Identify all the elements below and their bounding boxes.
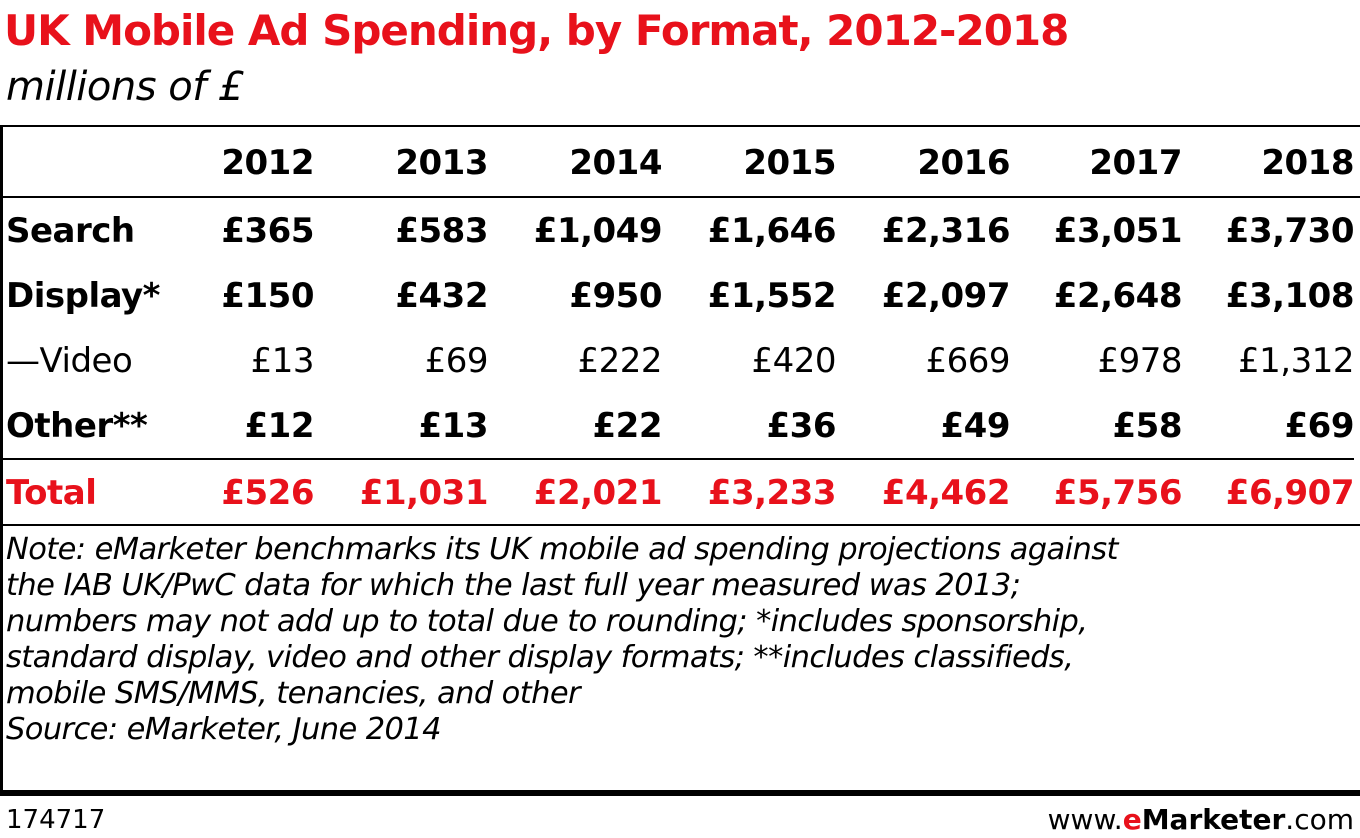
table-cell: £69 bbox=[1284, 405, 1355, 446]
chart-title: UK Mobile Ad Spending, by Format, 2012-2… bbox=[4, 6, 1069, 55]
left-frame-line bbox=[0, 125, 3, 791]
table-cell: £2,648 bbox=[1053, 275, 1183, 316]
table-cell: £3,233 bbox=[662, 458, 837, 525]
table-cell: £13 bbox=[418, 405, 489, 446]
table-cell: £1,049 bbox=[533, 210, 663, 251]
column-header: 2014 bbox=[569, 142, 662, 183]
table-cell: £978 bbox=[1097, 340, 1182, 381]
table-cell: £58 bbox=[1112, 405, 1183, 446]
table-bottom-rule bbox=[0, 524, 1360, 526]
column-header: 2016 bbox=[917, 142, 1010, 183]
table-cell: £3,051 bbox=[1053, 210, 1183, 251]
table-cell: £583 bbox=[395, 210, 488, 251]
brand-name: Marketer bbox=[1141, 803, 1286, 836]
table-cell: £13 bbox=[250, 340, 315, 381]
table-cell: £1,646 bbox=[707, 210, 837, 251]
table-cell: £420 bbox=[751, 340, 836, 381]
header-row: 2012 2013 2014 2015 2016 2017 2018 bbox=[0, 127, 1354, 198]
table-cell: £12 bbox=[244, 405, 315, 446]
chart-id: 174717 bbox=[6, 805, 106, 835]
table-cell: £22 bbox=[592, 405, 663, 446]
table-cell: £3,108 bbox=[1225, 275, 1355, 316]
footnote-line: numbers may not add up to total due to r… bbox=[6, 604, 1088, 639]
row-label: Search bbox=[6, 210, 135, 251]
table-cell: £6,907 bbox=[1182, 458, 1355, 525]
table-row-video: —Video £13 £69 £222 £420 £669 £978 £1,31… bbox=[0, 328, 1355, 393]
table-row-other: Other** £12 £13 £22 £36 £49 £58 £69 bbox=[0, 393, 1355, 459]
table-cell: £222 bbox=[577, 340, 662, 381]
table-cell: £36 bbox=[766, 405, 837, 446]
table-cell: £526 bbox=[180, 458, 315, 525]
table-cell: £4,462 bbox=[836, 458, 1011, 525]
footnote-line: the IAB UK/PwC data for which the last f… bbox=[6, 568, 1021, 603]
table-cell: £432 bbox=[395, 275, 488, 316]
data-table: 2012 2013 2014 2015 2016 2017 2018 Searc… bbox=[0, 127, 1355, 525]
brand-suffix: .com bbox=[1285, 803, 1354, 836]
table-cell: £1,312 bbox=[1238, 340, 1354, 381]
table-cell: £1,031 bbox=[314, 458, 489, 525]
table-cell: £950 bbox=[569, 275, 662, 316]
table-cell: £2,097 bbox=[881, 275, 1011, 316]
table-cell: £150 bbox=[221, 275, 314, 316]
column-header: 2015 bbox=[743, 142, 836, 183]
column-header: 2013 bbox=[395, 142, 488, 183]
footnote: Note: eMarketer benchmarks its UK mobile… bbox=[6, 532, 1356, 748]
table-cell: £2,021 bbox=[488, 458, 663, 525]
header-blank-cell bbox=[0, 127, 180, 198]
footnote-line: standard display, video and other displa… bbox=[6, 640, 1074, 675]
table-row-total: Total £526 £1,031 £2,021 £3,233 £4,462 £… bbox=[0, 458, 1355, 525]
header-rule bbox=[0, 196, 1360, 198]
table-cell: £69 bbox=[424, 340, 489, 381]
source-line: Source: eMarketer, June 2014 bbox=[6, 712, 442, 747]
table-row-display: Display* £150 £432 £950 £1,552 £2,097 £2… bbox=[0, 263, 1355, 328]
row-label: Other** bbox=[6, 405, 148, 446]
brand-e: e bbox=[1122, 803, 1142, 836]
row-label: Total bbox=[0, 458, 180, 525]
brand-link[interactable]: www.eMarketer.com bbox=[1048, 803, 1354, 836]
table-cell: £365 bbox=[221, 210, 314, 251]
table-cell: £669 bbox=[925, 340, 1010, 381]
table-cell: £2,316 bbox=[881, 210, 1011, 251]
column-header: 2018 bbox=[1261, 142, 1354, 183]
table-cell: £1,552 bbox=[707, 275, 837, 316]
table-cell: £3,730 bbox=[1225, 210, 1355, 251]
table-cell: £5,756 bbox=[1010, 458, 1183, 525]
row-label: Display* bbox=[6, 275, 160, 316]
column-header: 2012 bbox=[221, 142, 314, 183]
footer-rule bbox=[0, 790, 1360, 796]
footnote-line: Note: eMarketer benchmarks its UK mobile… bbox=[6, 532, 1118, 567]
footnote-line: mobile SMS/MMS, tenancies, and other bbox=[6, 676, 581, 711]
row-label: —Video bbox=[6, 340, 133, 381]
brand-prefix: www. bbox=[1047, 803, 1123, 836]
table-top-rule bbox=[0, 125, 1360, 127]
column-header: 2017 bbox=[1089, 142, 1182, 183]
table-row-search: Search £365 £583 £1,049 £1,646 £2,316 £3… bbox=[0, 198, 1355, 263]
table-cell: £49 bbox=[940, 405, 1011, 446]
chart-subtitle: millions of £ bbox=[6, 64, 244, 110]
